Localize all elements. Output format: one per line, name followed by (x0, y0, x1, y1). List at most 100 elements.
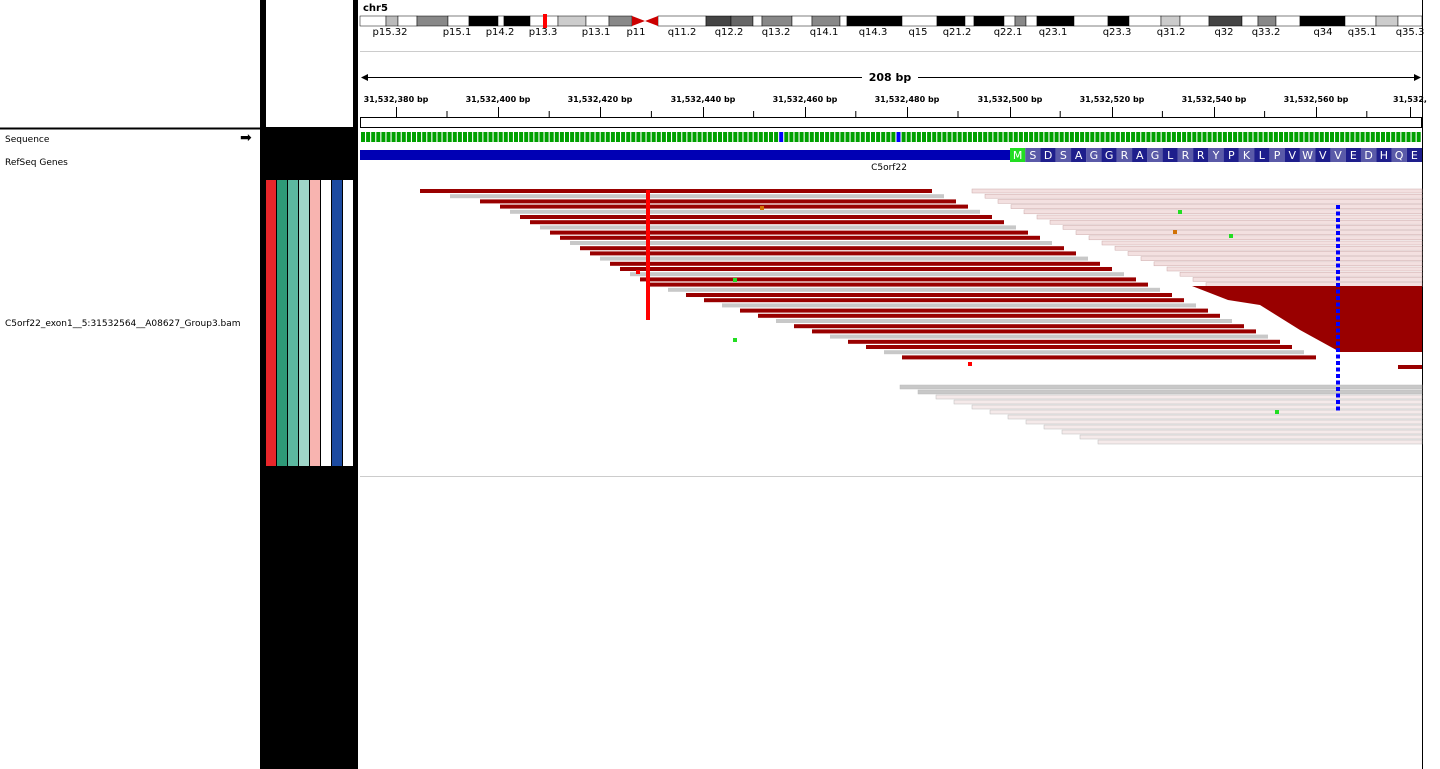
read (520, 215, 992, 219)
base (1182, 132, 1187, 142)
read-faded (971, 188, 1423, 194)
amino-acid (1116, 148, 1133, 162)
base (1054, 132, 1059, 142)
read (540, 225, 1016, 230)
base (1212, 132, 1217, 142)
cytoband-label: p13.3 (529, 27, 558, 38)
base (626, 132, 631, 142)
cytoband-label: q35.1 (1348, 27, 1377, 38)
read-faded (1166, 266, 1423, 272)
base (967, 132, 972, 142)
strand-arrow[interactable]: ➡ (240, 130, 252, 146)
read-faded (1007, 414, 1423, 420)
base (432, 132, 437, 142)
base (636, 132, 641, 142)
base (753, 132, 758, 142)
base (1008, 132, 1013, 142)
base (957, 132, 962, 142)
amino-acid-letter: P (1228, 149, 1235, 162)
read-faded (1025, 419, 1423, 425)
base (1115, 132, 1120, 142)
read (866, 345, 1292, 349)
base (697, 132, 702, 142)
amino-acid (1345, 148, 1361, 162)
base (1411, 132, 1416, 142)
cytoband-label: q14.3 (859, 27, 888, 38)
cytoband-label: p14.2 (486, 27, 515, 38)
cytoband (761, 15, 793, 27)
amino-acid (1071, 148, 1087, 162)
base (840, 132, 845, 142)
amino-acid (1391, 148, 1407, 162)
base (1126, 132, 1130, 142)
base (1075, 132, 1079, 142)
read-faded (1079, 434, 1423, 440)
base (733, 132, 738, 142)
cytoband-label: q34 (1313, 27, 1332, 38)
base (605, 132, 610, 142)
cytoband-label: p15.32 (373, 27, 408, 38)
base (1335, 132, 1340, 142)
base (1248, 132, 1253, 142)
base (881, 132, 886, 142)
mismatch (1336, 348, 1340, 352)
cytoband (1025, 15, 1038, 27)
base (738, 132, 743, 142)
attribute-cell (332, 180, 342, 466)
base (871, 132, 875, 142)
base (891, 132, 896, 142)
cytoband (705, 15, 732, 27)
cytoband (1241, 15, 1259, 27)
mismatch (1336, 367, 1340, 372)
centromere (632, 16, 658, 26)
base (396, 132, 401, 142)
base (1406, 132, 1411, 142)
amino-acid (1284, 148, 1300, 162)
base (381, 132, 386, 142)
cytoband (1014, 15, 1027, 27)
amino-acid-letter: G (1090, 149, 1099, 162)
cytoband-label: q31.2 (1157, 27, 1186, 38)
base (616, 132, 620, 142)
base (692, 132, 697, 142)
base (927, 132, 932, 142)
attribute-cell (288, 180, 298, 466)
mismatch-column (646, 190, 650, 320)
mismatch (1336, 231, 1340, 235)
base (743, 132, 748, 142)
base (1105, 132, 1110, 142)
base (371, 132, 376, 142)
base (1136, 132, 1141, 142)
read-faded (953, 399, 1423, 405)
mismatch (1336, 283, 1340, 287)
base (1243, 132, 1248, 142)
read (620, 267, 1112, 271)
mismatch (1336, 263, 1340, 268)
base (845, 132, 850, 142)
read (580, 246, 1064, 251)
base (1355, 132, 1360, 142)
attribute-cell (266, 180, 276, 466)
base (973, 132, 977, 142)
base (814, 132, 819, 142)
base (514, 132, 518, 142)
ruler-label: 31,532,500 bp (978, 95, 1043, 104)
ruler-label: 31,532,380 bp (364, 95, 429, 104)
cytoband-label: q23.3 (1103, 27, 1132, 38)
read (650, 282, 1148, 287)
base (1095, 132, 1100, 142)
base (682, 132, 687, 142)
cytoband (1003, 15, 1016, 27)
base (850, 132, 855, 142)
mismatch (1336, 328, 1340, 333)
cytoband (1344, 15, 1377, 27)
read (902, 355, 1316, 360)
attribute-cell (310, 180, 320, 466)
mismatch (1336, 289, 1340, 294)
cytoband (1208, 15, 1243, 27)
base (656, 132, 661, 142)
mismatch (1336, 257, 1340, 261)
amino-acid-letter: V (1334, 149, 1342, 162)
